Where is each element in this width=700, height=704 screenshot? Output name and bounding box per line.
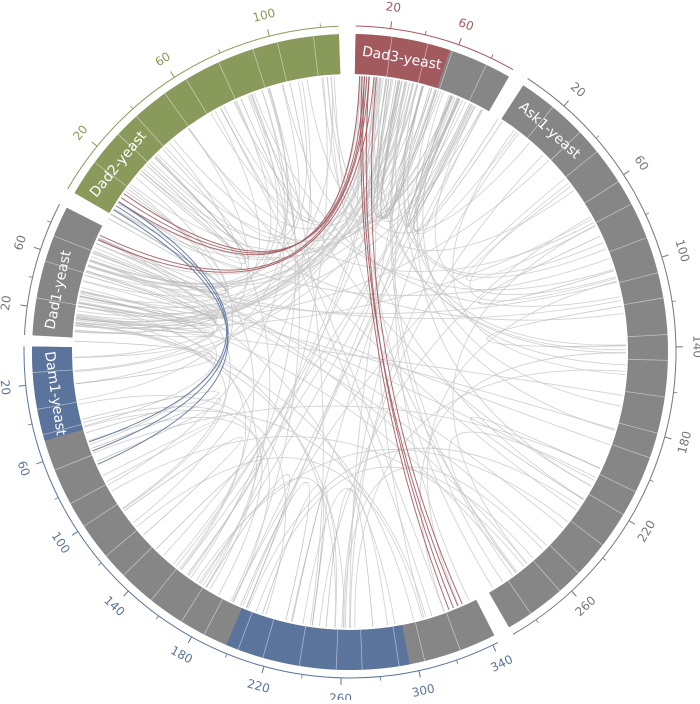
tick-mark bbox=[268, 29, 270, 36]
minor-tick-mark bbox=[225, 654, 227, 658]
crosslink-local bbox=[156, 457, 261, 575]
crosslink bbox=[355, 370, 626, 628]
tick-label: 100 bbox=[251, 6, 277, 25]
crosslink bbox=[96, 243, 610, 445]
tick-mark bbox=[92, 142, 97, 146]
tick-mark bbox=[624, 171, 630, 175]
tick-label: 60 bbox=[153, 49, 173, 69]
crosslink-local bbox=[86, 399, 221, 462]
crosslink-local bbox=[262, 486, 323, 626]
minor-tick-mark bbox=[130, 106, 133, 109]
crosslink bbox=[129, 186, 254, 569]
tick-label: 260 bbox=[329, 691, 352, 700]
crosslink bbox=[291, 98, 457, 622]
minor-tick-mark bbox=[596, 136, 599, 139]
tick-label: 60 bbox=[632, 153, 652, 173]
tick-label: 220 bbox=[246, 676, 272, 696]
tick-mark bbox=[262, 666, 264, 673]
tick-label: 140 bbox=[101, 593, 127, 619]
crosslink bbox=[201, 103, 470, 584]
minor-tick-mark bbox=[650, 480, 654, 482]
minor-tick-mark bbox=[457, 660, 458, 664]
minor-tick-mark bbox=[646, 213, 650, 215]
minor-tick-mark bbox=[302, 674, 303, 678]
tick-label: 100 bbox=[672, 238, 692, 264]
tick-label: 300 bbox=[411, 681, 436, 700]
tick-label: 260 bbox=[572, 593, 598, 619]
crosslink bbox=[269, 88, 323, 625]
minor-tick-mark bbox=[47, 221, 51, 223]
tick-mark bbox=[665, 437, 672, 439]
minor-tick-mark bbox=[536, 620, 538, 623]
tick-label: 20 bbox=[0, 379, 13, 396]
tick-label: 60 bbox=[15, 459, 33, 478]
tick-label: 60 bbox=[457, 15, 476, 33]
tick-mark bbox=[572, 591, 577, 596]
tick-mark bbox=[493, 645, 496, 651]
tick-mark bbox=[34, 247, 41, 249]
crosslink-local bbox=[487, 306, 626, 346]
tick-mark bbox=[419, 671, 420, 678]
tick-label: 60 bbox=[11, 233, 29, 252]
crosslink-local bbox=[471, 417, 600, 499]
tick-mark bbox=[20, 305, 27, 306]
tick-label: 20 bbox=[385, 0, 402, 15]
tick-mark bbox=[72, 531, 78, 535]
tick-label: 20 bbox=[70, 122, 91, 143]
minor-tick-mark bbox=[491, 55, 493, 59]
crosslink bbox=[181, 98, 459, 570]
tick-mark bbox=[459, 38, 461, 45]
crosslink bbox=[466, 186, 595, 280]
tick-mark bbox=[391, 22, 392, 29]
tick-mark bbox=[19, 385, 26, 386]
minor-tick-mark bbox=[29, 277, 33, 278]
tick-label: 140 bbox=[690, 335, 700, 358]
crosslink bbox=[80, 77, 377, 303]
crosslink-layer bbox=[74, 76, 626, 628]
tick-mark bbox=[171, 71, 175, 77]
tick-label: 100 bbox=[49, 529, 73, 556]
tick-label: 20 bbox=[568, 79, 589, 100]
tick-label: 180 bbox=[168, 643, 195, 666]
crosslink bbox=[93, 406, 600, 468]
tick-label: 340 bbox=[488, 652, 515, 675]
tick-mark bbox=[36, 462, 43, 464]
tick-mark bbox=[188, 637, 191, 643]
tick-label: 220 bbox=[635, 518, 659, 545]
crosslink bbox=[91, 257, 621, 319]
tick-label: 180 bbox=[675, 430, 694, 456]
minor-tick-mark bbox=[425, 31, 426, 35]
minor-tick-mark bbox=[219, 49, 221, 53]
segment-dam1-highlight bbox=[226, 608, 409, 670]
tick-mark bbox=[629, 521, 635, 525]
minor-tick-mark bbox=[603, 558, 606, 561]
minor-tick-mark bbox=[156, 616, 158, 619]
tick-mark bbox=[662, 255, 669, 257]
minor-tick-mark bbox=[55, 498, 59, 500]
tick-mark bbox=[564, 101, 569, 106]
crosslink bbox=[96, 244, 563, 528]
minor-tick-mark bbox=[28, 424, 32, 425]
minor-tick-mark bbox=[98, 563, 101, 566]
tick-label: 20 bbox=[0, 294, 14, 311]
crosslink bbox=[89, 261, 594, 480]
axis-layer bbox=[19, 22, 683, 685]
tick-mark bbox=[124, 591, 129, 596]
